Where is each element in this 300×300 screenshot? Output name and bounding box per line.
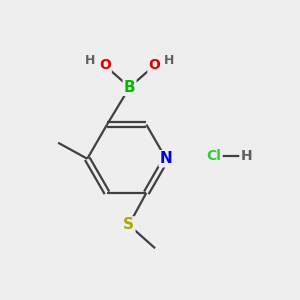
Text: S: S (123, 218, 134, 232)
Text: H: H (84, 54, 95, 67)
Text: H: H (164, 54, 175, 67)
Text: H: H (240, 149, 252, 163)
Text: O: O (148, 58, 160, 72)
Text: B: B (124, 80, 135, 95)
Text: O: O (99, 58, 111, 72)
Text: N: N (160, 151, 172, 166)
Text: Cl: Cl (207, 149, 222, 163)
